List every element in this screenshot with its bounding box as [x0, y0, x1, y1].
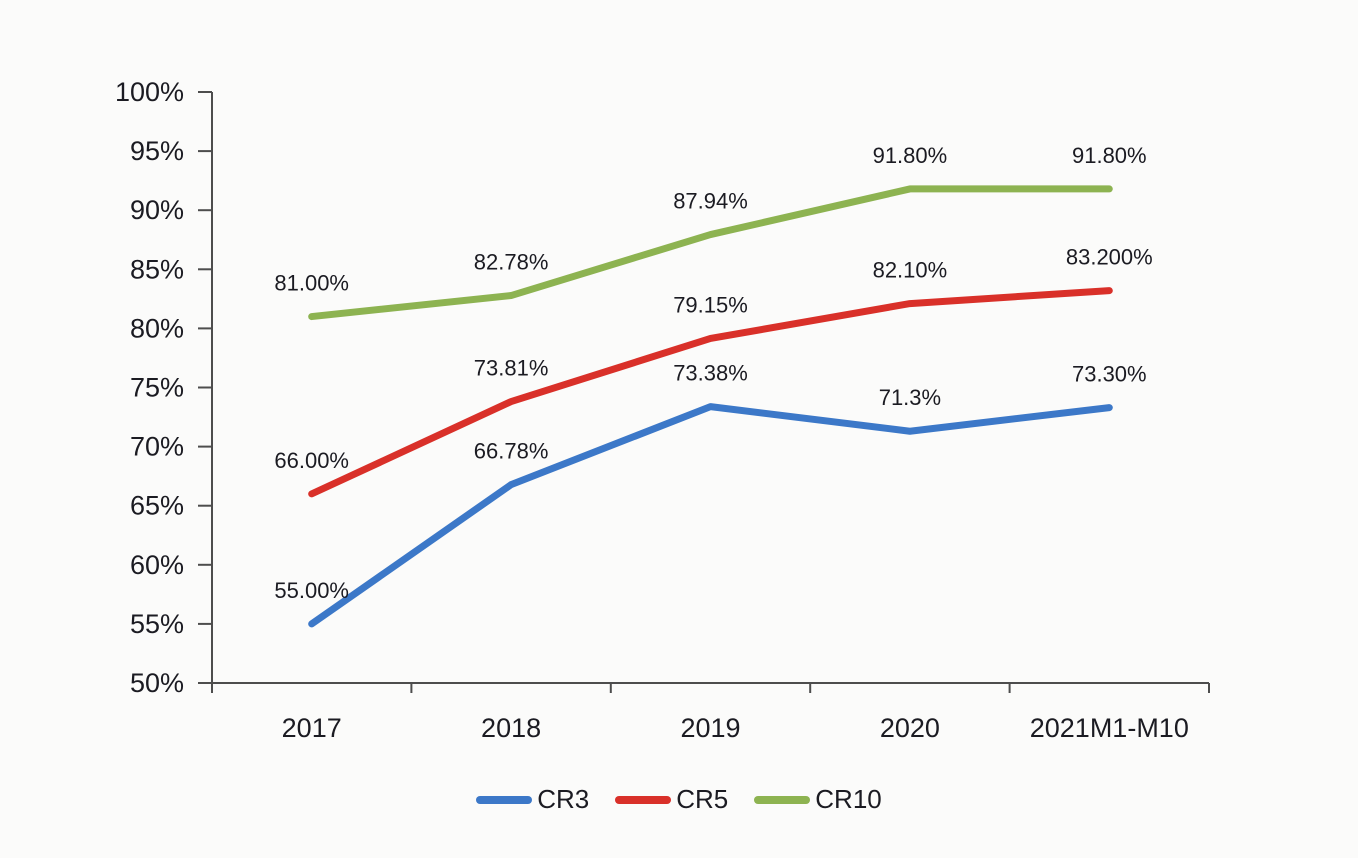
- svg-text:71.3%: 71.3%: [879, 385, 941, 410]
- svg-text:2021M1-M10: 2021M1-M10: [1030, 713, 1189, 743]
- svg-text:55.00%: 55.00%: [274, 578, 349, 603]
- cr10-line-swatch: [754, 795, 811, 804]
- svg-text:79.15%: 79.15%: [673, 292, 748, 317]
- svg-text:90%: 90%: [130, 195, 184, 225]
- legend-item-cr5: CR5: [615, 784, 728, 815]
- svg-text:100%: 100%: [115, 77, 184, 107]
- svg-text:75%: 75%: [130, 373, 184, 403]
- svg-text:2018: 2018: [481, 713, 541, 743]
- svg-text:82.78%: 82.78%: [474, 250, 549, 275]
- svg-text:73.38%: 73.38%: [673, 361, 748, 386]
- legend-label-cr3: CR3: [537, 784, 590, 814]
- svg-text:2020: 2020: [880, 713, 940, 743]
- svg-text:91.80%: 91.80%: [873, 143, 948, 168]
- cr3-line-swatch: [476, 795, 533, 804]
- chart-legend: CR3 CR5 CR10: [0, 784, 1358, 815]
- svg-text:60%: 60%: [130, 550, 184, 580]
- svg-text:87.94%: 87.94%: [673, 189, 748, 214]
- svg-text:66.00%: 66.00%: [274, 448, 349, 473]
- legend-label-cr10: CR10: [815, 784, 882, 814]
- svg-text:50%: 50%: [130, 668, 184, 698]
- svg-text:55%: 55%: [130, 609, 184, 639]
- svg-text:66.78%: 66.78%: [474, 439, 549, 464]
- svg-text:2019: 2019: [680, 713, 740, 743]
- cr5-line-swatch: [615, 795, 672, 804]
- svg-text:85%: 85%: [130, 254, 184, 284]
- svg-text:65%: 65%: [130, 491, 184, 521]
- legend-item-cr10: CR10: [754, 784, 882, 815]
- svg-text:81.00%: 81.00%: [274, 271, 349, 296]
- legend-item-cr3: CR3: [476, 784, 589, 815]
- svg-text:70%: 70%: [130, 432, 184, 462]
- legend-label-cr5: CR5: [676, 784, 729, 814]
- svg-text:2017: 2017: [282, 713, 342, 743]
- svg-text:91.80%: 91.80%: [1072, 143, 1147, 168]
- svg-text:95%: 95%: [130, 136, 184, 166]
- svg-text:73.81%: 73.81%: [474, 356, 549, 381]
- svg-text:83.200%: 83.200%: [1066, 245, 1153, 270]
- svg-text:82.10%: 82.10%: [873, 258, 948, 283]
- svg-text:80%: 80%: [130, 313, 184, 343]
- svg-text:73.30%: 73.30%: [1072, 362, 1147, 387]
